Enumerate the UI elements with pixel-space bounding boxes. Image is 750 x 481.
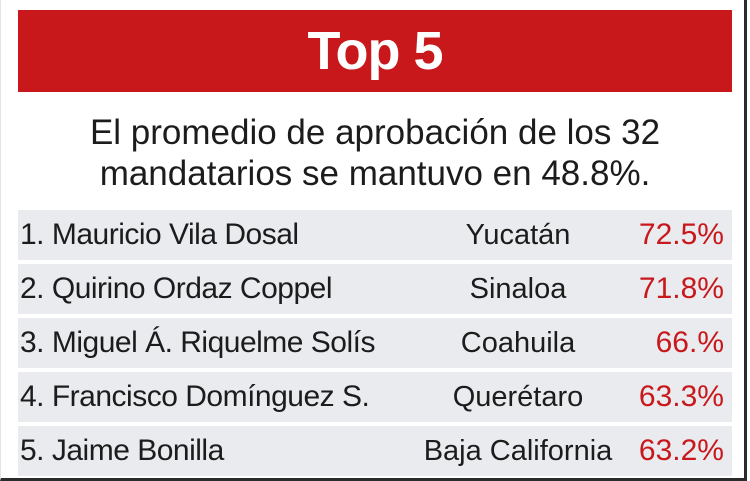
approval-percent: 63.2% — [638, 434, 724, 467]
state-name: Baja California — [423, 434, 613, 467]
subtitle: El promedio de aprobación de los 32 mand… — [18, 112, 732, 194]
state-name: Coahuila — [460, 326, 576, 359]
ranking-table: 1. Mauricio Vila Dosal Yucatán 72.5% 2. … — [18, 210, 732, 480]
table-row: 1. Mauricio Vila Dosal Yucatán 72.5% — [18, 210, 732, 260]
approval-percent: 72.5% — [638, 218, 724, 251]
state-name: Querétaro — [452, 380, 584, 413]
table-row: 2. Quirino Ordaz Coppel Sinaloa 71.8% — [18, 264, 732, 314]
approval-percent: 71.8% — [638, 272, 724, 305]
header-banner: Top 5 — [18, 10, 732, 92]
subtitle-line-2: mandatarios se mantuvo en 48.8%. — [99, 154, 651, 193]
governor-name: 2. Quirino Ordaz Coppel — [20, 272, 333, 305]
governor-name: 3. Miguel Á. Riquelme Solís — [20, 326, 376, 359]
table-row: 4. Francisco Domínguez S. Querétaro 63.3… — [18, 372, 732, 422]
state-name: Yucatán — [465, 218, 571, 251]
table-row: 5. Jaime Bonilla Baja California 63.2% — [18, 426, 732, 476]
approval-percent: 63.3% — [638, 380, 724, 413]
governor-name: 4. Francisco Domínguez S. — [20, 380, 370, 413]
governor-name: 5. Jaime Bonilla — [20, 434, 224, 467]
subtitle-line-1: El promedio de aprobación de los 32 — [89, 113, 661, 152]
header-title: Top 5 — [307, 21, 444, 81]
governor-name: 1. Mauricio Vila Dosal — [20, 218, 299, 251]
approval-percent: 66.% — [655, 326, 724, 359]
table-row: 3. Miguel Á. Riquelme Solís Coahuila 66.… — [18, 318, 732, 368]
state-name: Sinaloa — [469, 272, 567, 305]
